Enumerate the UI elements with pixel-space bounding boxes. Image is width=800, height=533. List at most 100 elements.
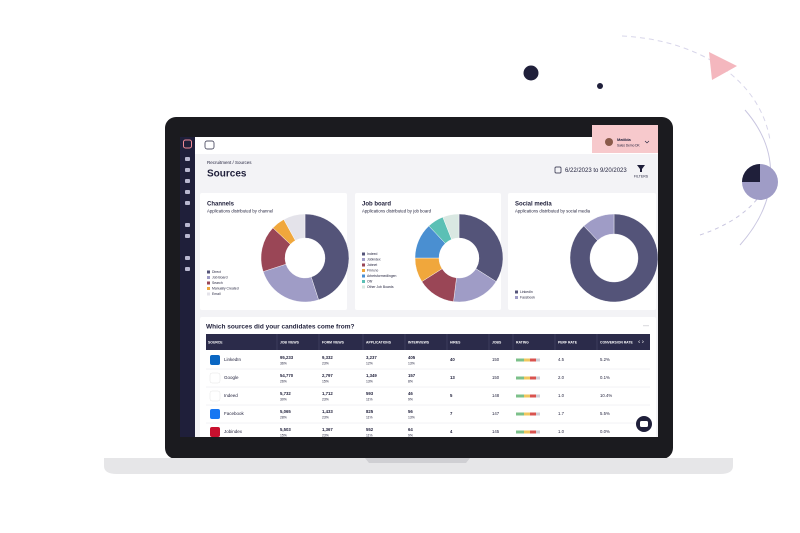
cell-perf-rate: 2.0 [558,375,565,380]
rating-bar [516,430,524,434]
legend-label: Arbetsformedlingen [367,274,397,278]
cell-value: 825 [366,409,374,414]
cell-share: 8% [408,379,413,383]
column-header: APPLICATIONS [366,340,392,344]
legend-swatch [207,287,210,290]
legend-swatch [362,280,365,283]
legend-swatch [515,290,518,294]
page-title: Sources [207,169,247,180]
calendar-icon[interactable] [554,166,562,174]
rating-bar [536,394,540,398]
column-header: SOURCE [208,340,223,344]
logo[interactable] [183,139,192,149]
legend-label: Jobindex [367,257,381,261]
cell-share: 30% [280,397,287,401]
chart-subtitle: Applications distributed by channel [207,209,273,214]
cell-jobs: 150 [492,375,500,380]
chart-title: Job board [362,202,391,208]
filters-label[interactable]: FILTERS [634,174,649,178]
legend-label: Direct [212,270,221,274]
avatar[interactable] [605,138,613,146]
cell-hires: 13 [450,375,455,380]
cell-value: 593 [366,391,374,396]
cell-value: 157 [408,373,416,378]
cell-conversion: 10.4% [600,393,612,398]
cell-conversion: 0.0% [600,429,610,434]
chart-title: Social media [515,202,552,208]
rating-bar [536,376,540,380]
source-name: Indeed [224,393,238,398]
breadcrumb[interactable]: Recruitment / Sources [207,160,252,165]
user-box[interactable] [592,125,658,153]
source-name: Jobindex [224,429,243,434]
legend-swatch [362,269,365,272]
rating-bar [530,412,536,416]
cell-share: 23% [322,415,329,419]
legend-label: Search [212,281,223,285]
cell-share: 23% [322,361,329,365]
donut-segment [442,213,460,240]
chat-icon[interactable] [640,421,648,427]
cell-perf-rate: 4.5 [558,357,565,362]
cell-jobs: 147 [492,411,500,416]
filter-icon[interactable] [637,165,645,172]
legend-swatch [362,274,365,278]
user-org[interactable]: Sales Demo DK [617,143,641,147]
date-range[interactable]: 6/22/2023 to 9/20/2023 [565,168,627,174]
menu-button[interactable] [204,140,215,150]
legend-label: Other Job Boards [367,285,394,289]
legend-label: Ofir [367,279,373,283]
legend-swatch [515,296,518,299]
legend-swatch [207,292,210,296]
column-header: JOBS [492,340,502,344]
more-menu[interactable]: ··· [643,324,649,330]
donut-segment [569,213,658,303]
donut-segment [304,213,350,301]
legend-label: Facebook [520,295,535,299]
cell-perf-rate: 1.0 [558,429,565,434]
chart-subtitle: Applications distributed by social media [515,209,591,214]
cell-jobs: 150 [492,357,500,362]
sidebar [180,137,195,437]
screen: Recruitment / Sources Sources 6/22/2023 … [180,137,658,437]
user-dropdown[interactable] [644,140,650,144]
user-name[interactable]: Matilda [617,137,632,142]
cell-jobs: 145 [492,429,500,434]
cell-share: 23% [322,433,329,437]
source-icon [209,390,221,402]
cell-share: 11% [366,397,373,401]
cell-value: 1,367 [322,427,333,432]
cell-share: 23% [322,397,329,401]
legend-label: Finn.no [367,268,378,272]
cell-share: 15% [322,379,329,383]
chart-title: Channels [207,202,235,208]
cell-value: 56 [408,409,413,414]
cell-hires: 40 [450,357,455,362]
sidebar-icons[interactable] [185,157,190,271]
legend-swatch [207,276,210,279]
cell-value: 1,349 [366,373,377,378]
legend-swatch [207,270,210,274]
legend-swatch [362,252,365,256]
cell-value: 3,237 [366,355,377,360]
legend-swatch [362,258,365,261]
column-header: CONVERSION RATE [600,340,633,344]
cell-value: 54,770 [280,373,294,378]
scroll-arrows[interactable]: ‹ › [638,340,644,346]
legend-label: LinkedIn [520,290,533,294]
cell-share: 9% [408,433,413,437]
rating-bar [536,412,540,416]
cell-share: 26% [280,379,287,383]
cell-value: 2,797 [322,373,333,378]
column-header: INTERVIEWS [408,340,430,344]
rating-bar [530,430,536,434]
cell-value: 5,732 [280,391,291,396]
table-title: Which sources did your candidates come f… [206,324,354,331]
table-header [206,334,650,350]
cell-conversion: 5.2% [600,357,610,362]
rating-bar [516,376,524,380]
column-header: HIRES [450,340,461,344]
source-icon [210,427,220,437]
